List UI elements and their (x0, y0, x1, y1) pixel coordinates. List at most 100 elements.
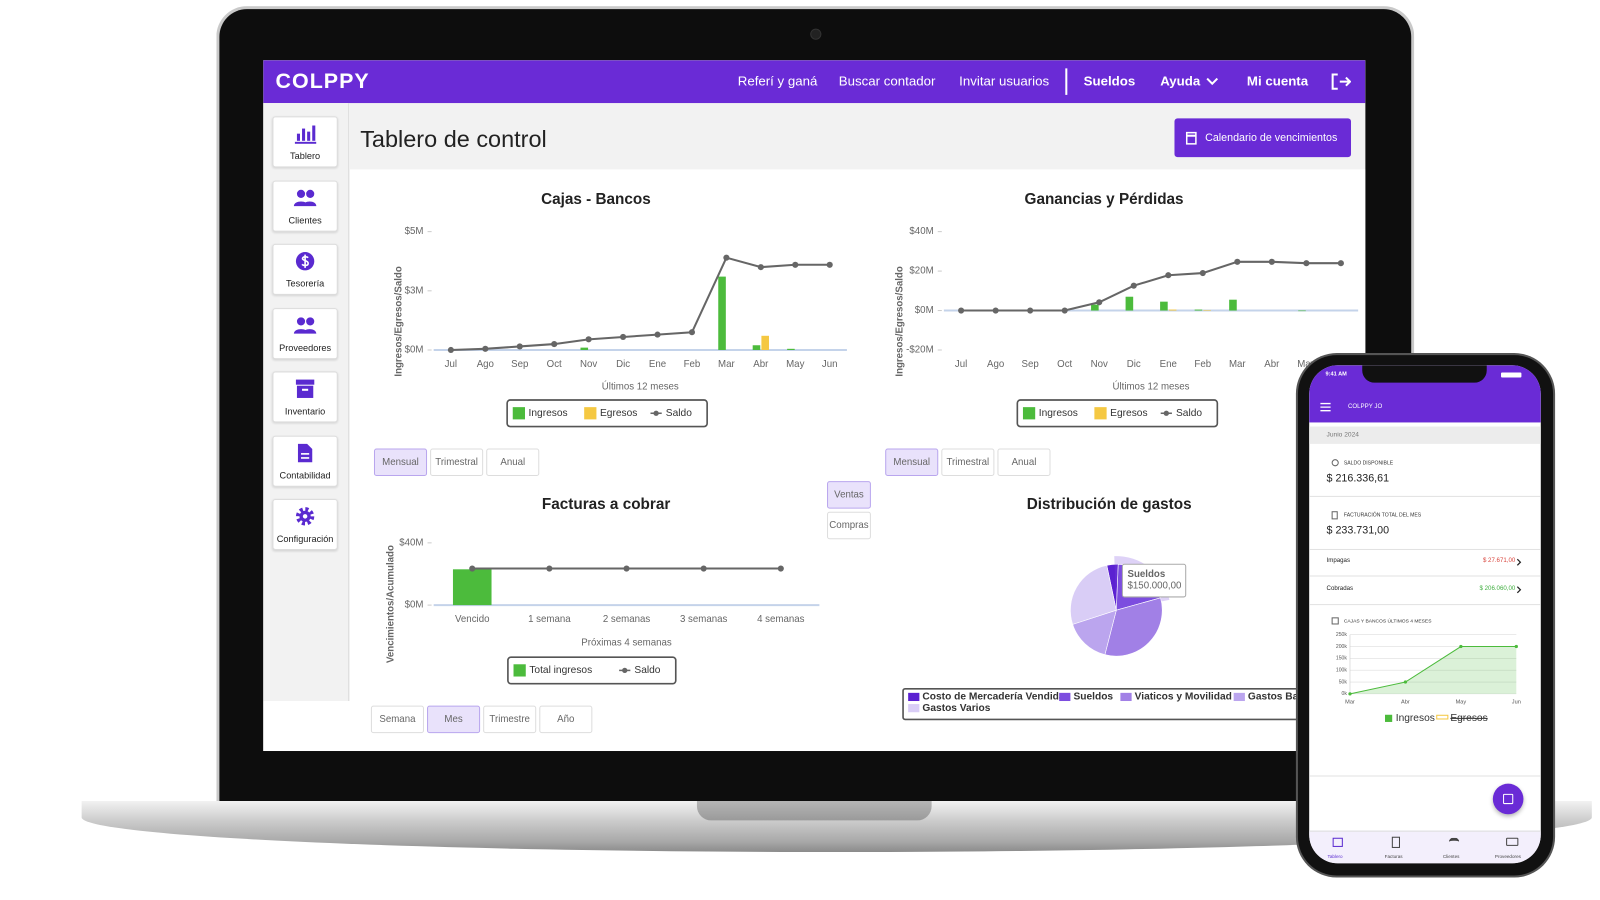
fab[interactable] (1492, 783, 1524, 815)
sidebar-label: Proveedores (279, 342, 332, 354)
legend-label[interactable]: Gastos Varios (922, 703, 990, 714)
toggle-label[interactable]: Anual (500, 457, 525, 468)
tab-icon (1448, 837, 1460, 847)
toggle-label[interactable]: Mensual (382, 457, 419, 468)
x-tick-label: Ago (987, 359, 1004, 370)
toggle-label[interactable]: Compras (829, 520, 868, 531)
sidebar-item[interactable]: Tesorería (272, 243, 338, 295)
legend-label[interactable]: Egresos (1110, 408, 1147, 419)
nav-link[interactable]: Sueldos (1083, 73, 1136, 89)
legend-label[interactable]: Viaticos y Movilidad (1135, 692, 1232, 703)
legend-label[interactable]: Total ingresos (529, 665, 592, 676)
y-tick-label: 100k (1336, 668, 1347, 674)
tab-icon (1332, 837, 1343, 847)
nav-link[interactable]: Referí y ganá (737, 73, 818, 89)
toggle-button[interactable] (885, 448, 939, 477)
status-icons (1501, 372, 1522, 378)
camera (810, 28, 822, 40)
legend-label[interactable]: Saldo (634, 665, 660, 676)
x-tick-label: Oct (547, 359, 562, 370)
chevron (1516, 558, 1522, 566)
y-tick-label: 200k (1336, 644, 1347, 650)
point (1165, 272, 1172, 279)
tab-label[interactable]: Facturas (1384, 854, 1403, 860)
x-tick-label: Nov (580, 359, 597, 370)
sidebar-item[interactable]: Clientes (272, 180, 338, 232)
legend-label[interactable]: Saldo (1176, 408, 1202, 419)
legend-label[interactable]: Gastos Bancarios (1248, 692, 1335, 703)
nav-link[interactable]: Ayuda (1160, 73, 1201, 89)
toggle-button[interactable] (539, 705, 593, 734)
tooltip-title: Sueldos (1128, 569, 1166, 580)
x-tick-label: 1 semana (528, 614, 571, 625)
slice[interactable] (1104, 597, 1163, 657)
toggle-label[interactable]: Año (557, 714, 574, 725)
toggle-label[interactable]: Trimestral (946, 457, 989, 468)
legend-label[interactable]: Ingresos (1039, 408, 1078, 419)
sidebar-item[interactable]: Contabilidad (272, 435, 338, 487)
toggle-button[interactable] (827, 481, 871, 509)
bar (1160, 301, 1168, 311)
toggle-label[interactable]: Ventas (834, 489, 864, 500)
y-tick-label: $0M (405, 600, 424, 611)
slice[interactable] (1072, 609, 1117, 656)
nav-link[interactable]: Buscar contador (838, 73, 936, 89)
menu-icon[interactable] (1319, 402, 1331, 412)
toggle-button[interactable] (483, 705, 537, 734)
chart-title: Cajas - Bancos (541, 191, 651, 208)
toggle-label[interactable]: Semana (379, 714, 416, 725)
calendar-button[interactable]: Calendario de vencimientos (1174, 118, 1352, 158)
legend-label[interactable]: Egresos (600, 408, 637, 419)
legend-label[interactable]: Costo de Mercadería Vendida (922, 692, 1064, 703)
toggle-button[interactable] (430, 448, 484, 477)
nav-link[interactable]: Invitar usuarios (959, 73, 1050, 89)
point (620, 333, 627, 341)
tab-label[interactable]: Clientes (1442, 854, 1460, 860)
sidebar-item[interactable]: Configuración (272, 498, 338, 550)
legend-symbol (1094, 407, 1107, 420)
period-band (1309, 426, 1541, 444)
toggle-button[interactable] (370, 705, 424, 734)
icon (294, 125, 317, 144)
x-tick-label: Jun (1512, 700, 1521, 706)
toggle-label[interactable]: Mensual (893, 457, 930, 468)
tab-label[interactable]: Proveedores (1494, 854, 1521, 860)
saldo-label: SALDO DISPONIBLE (1343, 460, 1394, 467)
row-label[interactable]: Cobradas (1326, 585, 1354, 592)
legend-label[interactable]: Egresos (1450, 713, 1487, 724)
legend-symbol (1163, 410, 1169, 416)
x-axis-title: Últimos 12 meses (602, 381, 679, 392)
sidebar-label: Inventario (284, 406, 326, 417)
toggle-button[interactable] (373, 448, 428, 477)
toggle-label[interactable]: Anual (1012, 457, 1037, 468)
toggle-button[interactable] (827, 511, 871, 540)
slice[interactable] (1070, 564, 1117, 625)
toggle-button[interactable] (427, 705, 481, 734)
legend-label[interactable]: Ingresos (529, 408, 568, 419)
logout-icon[interactable] (1331, 72, 1352, 90)
legend-label[interactable]: Ingresos (1396, 713, 1435, 724)
x-axis-title: Próximas 4 semanas (581, 637, 672, 648)
legend-label[interactable]: Saldo (666, 408, 692, 419)
sidebar-item[interactable]: Proveedores (272, 308, 338, 360)
toggle-button[interactable] (941, 448, 995, 477)
x-axis-title: Últimos 12 meses (1113, 381, 1190, 392)
legend-symbol (1233, 692, 1245, 702)
toggle-label[interactable]: Mes (444, 714, 462, 725)
toggle-label[interactable]: Trimestral (435, 457, 478, 468)
toggle-button[interactable] (997, 448, 1051, 477)
tab-label[interactable]: Tablero (1327, 854, 1343, 860)
x-tick-label: May (1297, 359, 1315, 370)
point (826, 261, 833, 268)
sidebar-item[interactable]: Tablero (272, 116, 338, 168)
sidebar-label: Tablero (290, 151, 321, 162)
x-tick-label: Abr (1401, 700, 1410, 706)
toggle-label[interactable]: Trimestre (489, 714, 530, 725)
toggle-button[interactable] (486, 448, 540, 477)
legend-label[interactable]: Sueldos (1073, 692, 1113, 703)
sidebar-item[interactable]: Inventario (272, 371, 338, 423)
row-label[interactable]: Impagas (1326, 558, 1351, 565)
nav-link[interactable]: Mi cuenta (1246, 73, 1309, 89)
y-tick-label: 50k (1339, 679, 1348, 685)
brand[interactable]: COLPPY (275, 69, 370, 93)
